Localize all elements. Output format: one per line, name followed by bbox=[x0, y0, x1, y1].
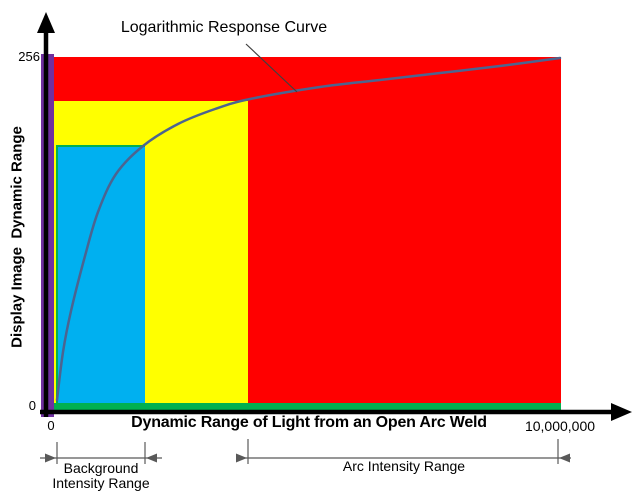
arc-range-label: Arc Intensity Range bbox=[342, 458, 466, 474]
y-axis bbox=[37, 12, 55, 417]
curve-callout-line bbox=[245, 43, 298, 93]
curve-annotation-label: Logarithmic Response Curve bbox=[120, 19, 328, 36]
background-range-label-line2: Intensity Range bbox=[52, 475, 150, 491]
background-range-label-line1: Background bbox=[63, 460, 139, 476]
y-axis-arrowhead-icon bbox=[37, 12, 55, 33]
background-range-label: Background Intensity Range bbox=[52, 461, 149, 491]
y-axis-title: Display Image Dynamic Range bbox=[8, 126, 26, 348]
y-tick-min: 0 bbox=[28, 398, 36, 413]
arc-range-right-arrow-icon bbox=[559, 453, 570, 463]
background-range-left-arrow-icon bbox=[45, 453, 56, 463]
y-tick-max: 256 bbox=[18, 49, 40, 64]
x-tick-max: 10,000,000 bbox=[524, 418, 596, 434]
x-tick-min: 0 bbox=[47, 418, 55, 433]
baseline-strip bbox=[54, 403, 561, 410]
arc-range-dimension bbox=[236, 439, 571, 464]
x-axis-title: Dynamic Range of Light from an Open Arc … bbox=[131, 414, 487, 431]
x-axis bbox=[40, 403, 632, 421]
arc-range-left-arrow-icon bbox=[236, 453, 247, 463]
x-axis-arrowhead-icon bbox=[611, 403, 632, 421]
background-intensity-region bbox=[56, 145, 145, 405]
background-range-right-arrow-icon bbox=[146, 453, 157, 463]
response-curve bbox=[55, 56, 562, 402]
background-range-dimension bbox=[40, 442, 162, 464]
